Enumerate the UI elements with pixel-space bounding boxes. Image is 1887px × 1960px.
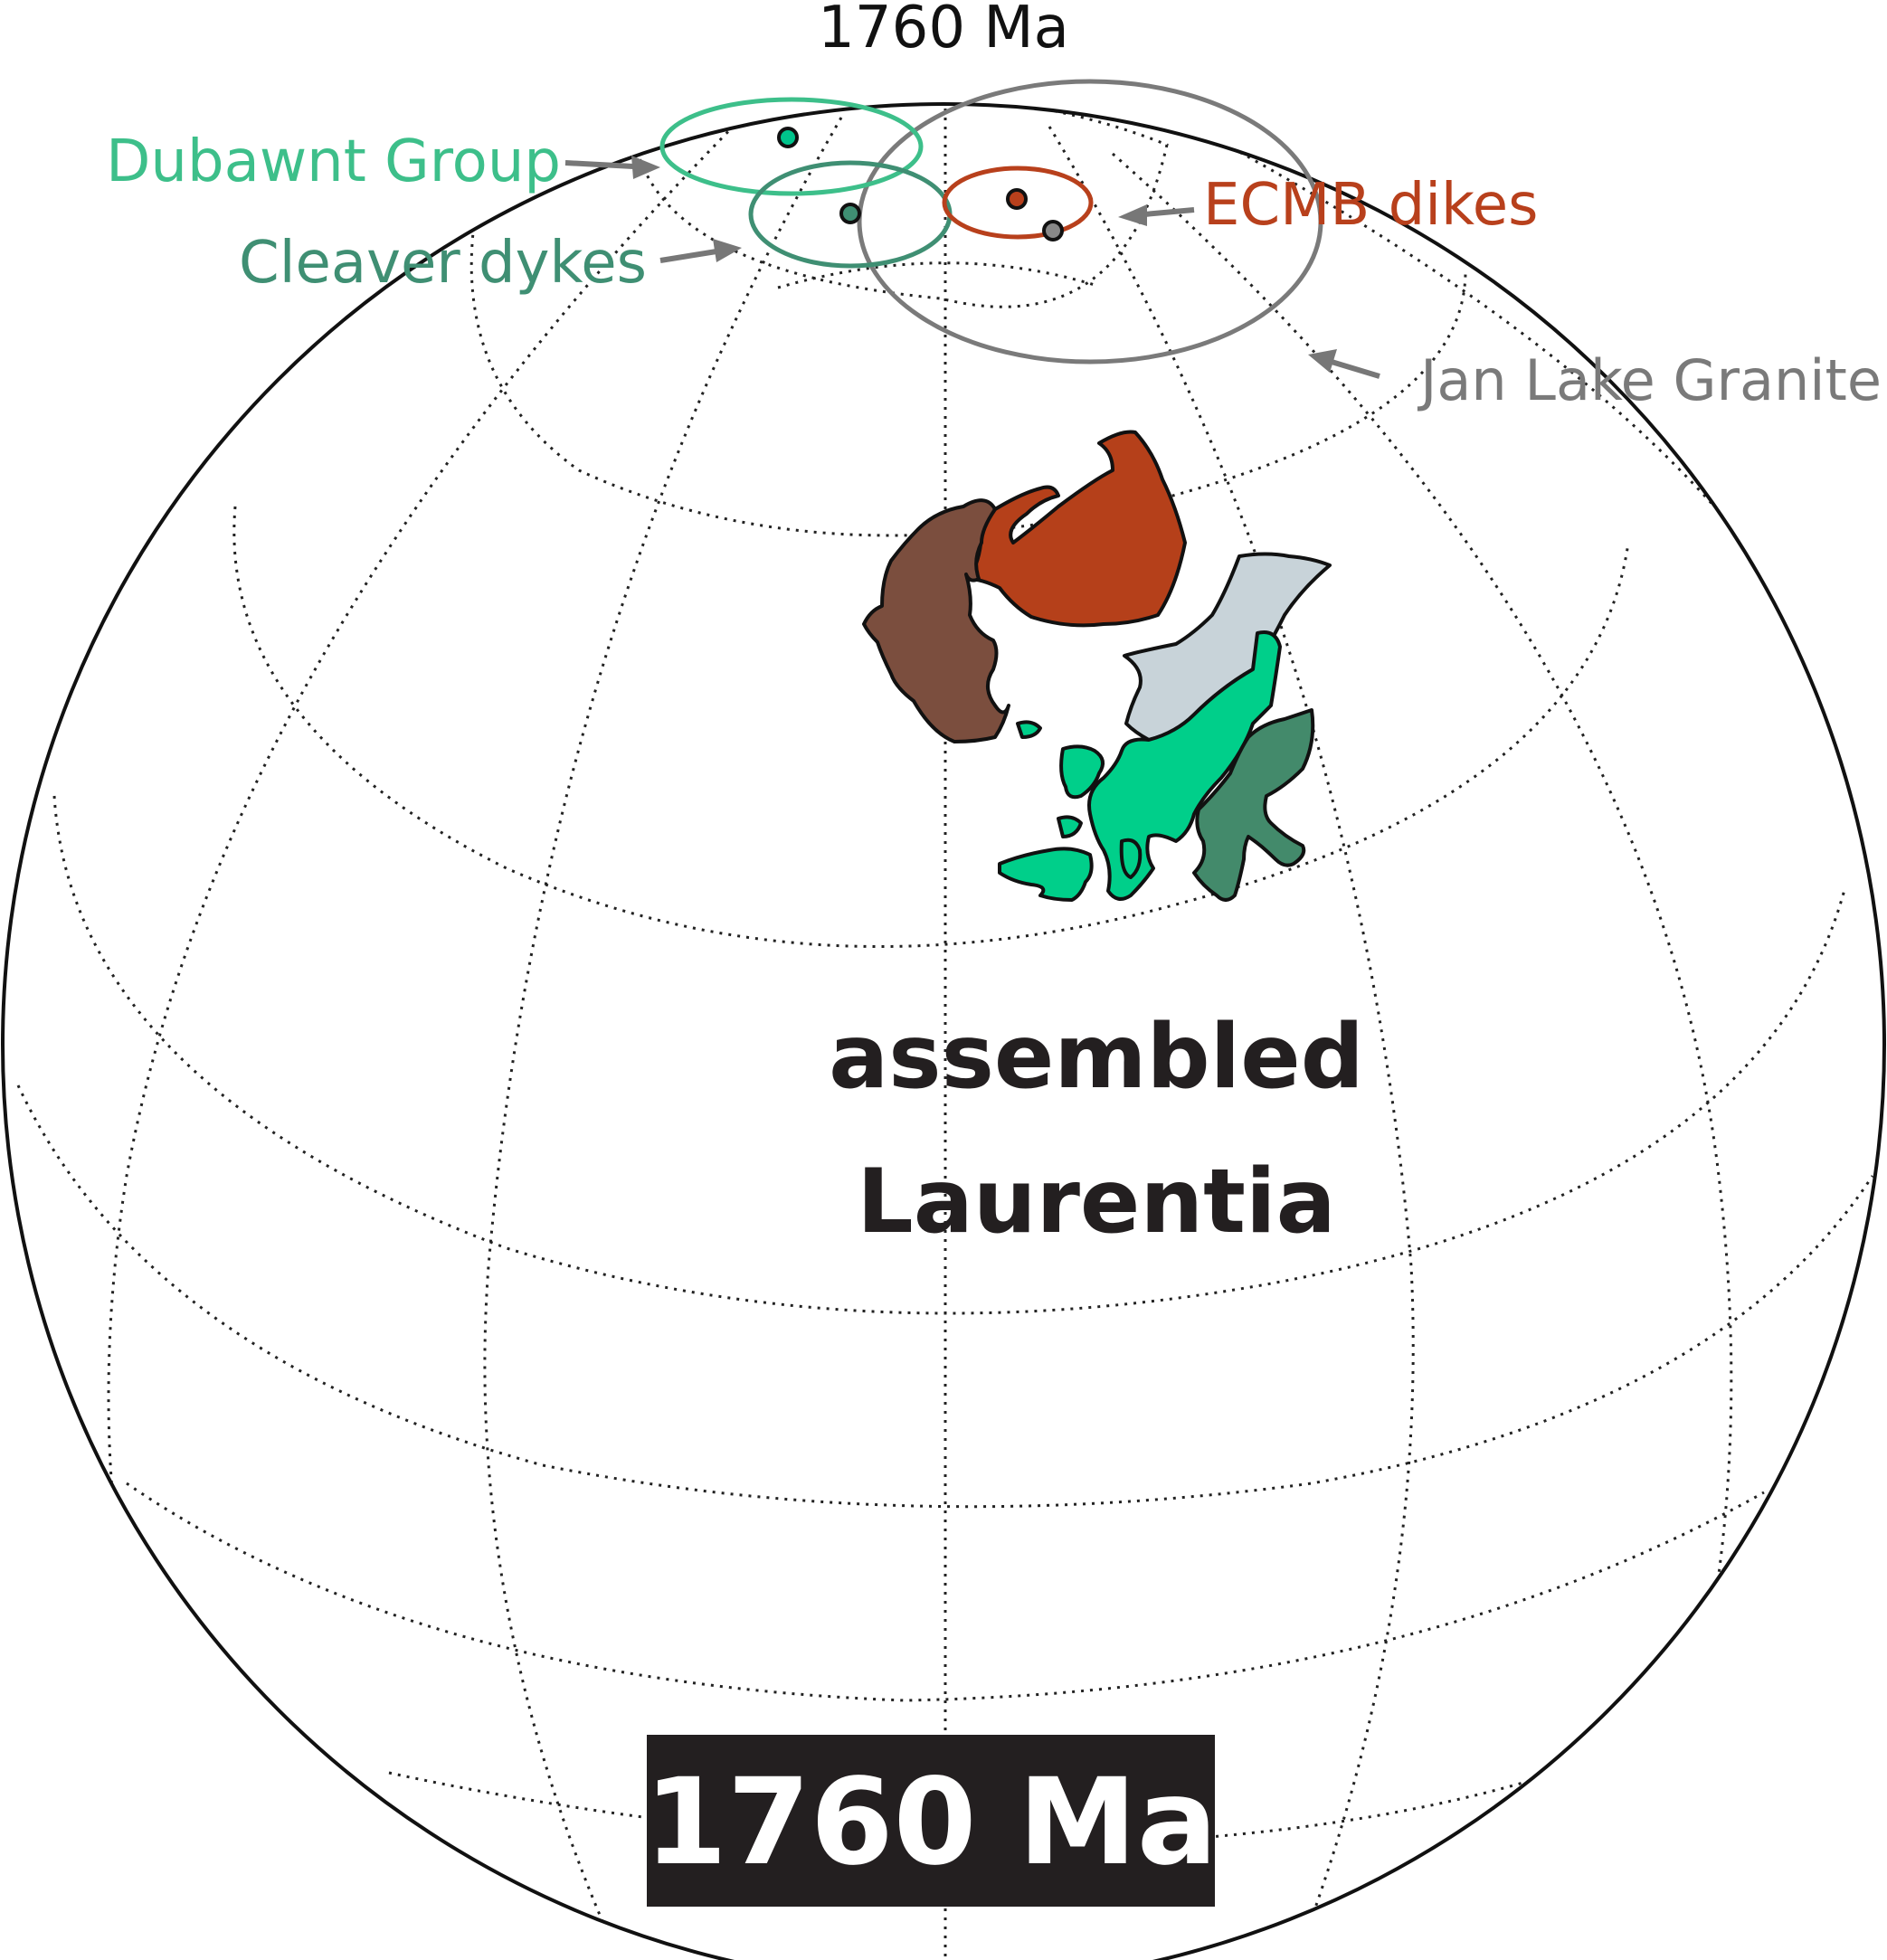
graticule-ring — [126, 1482, 1765, 1702]
island-craton — [1059, 744, 1105, 800]
jan-lake-granite-ellipse — [857, 79, 1323, 365]
dark-green-craton — [1192, 708, 1315, 902]
graticule-ring — [388, 1771, 1557, 1847]
graticule-ring — [631, 104, 1169, 308]
cleaver-dykes-label: Cleaver dykes — [239, 230, 647, 297]
jan-arrowhead — [1308, 349, 1337, 373]
graticule-meridian — [1112, 152, 1733, 1960]
age-badge — [647, 1735, 1215, 1907]
laurentia-cratons — [862, 430, 1332, 902]
ecmb-dikes-ellipse — [942, 166, 1094, 240]
dubawnt-group-pole — [777, 127, 799, 148]
ecmb-arrowhead — [1118, 204, 1147, 226]
jan-lake-granite-label: Jan Lake Granite — [1417, 347, 1882, 413]
dubawnt-group-label: Dubawnt Group — [106, 128, 561, 195]
graticule-meridian — [1175, 116, 1883, 815]
graticule-meridian — [3, 107, 697, 724]
region-label-line1: assembled — [829, 1006, 1364, 1109]
ecmb-arrow — [1143, 207, 1195, 217]
rust-craton — [966, 430, 1187, 628]
bright-green-craton — [1087, 630, 1282, 901]
graticule-ring — [52, 795, 1847, 1315]
top-age-label: 1760 Ma — [818, 0, 1069, 62]
island-craton — [1057, 815, 1083, 838]
ecmb-dikes-pole — [1006, 188, 1028, 210]
graticule-meridian — [483, 117, 843, 1960]
graticule-meridian — [107, 104, 762, 1960]
dubawnt-arrowhead — [631, 156, 660, 179]
island-craton — [1119, 838, 1143, 879]
jan-arrow — [1331, 359, 1380, 379]
graticule-ring — [777, 261, 1095, 289]
brown-craton — [862, 498, 1010, 743]
cleaver-arrow — [659, 249, 717, 263]
graticule-ring — [469, 216, 1467, 537]
graticule-ring — [232, 506, 1630, 949]
age-badge-label: 1760 Ma — [644, 1753, 1218, 1892]
jan-lake-granite-pole — [1042, 220, 1064, 241]
region-label-line2: Laurentia — [857, 1150, 1335, 1254]
ecmb-dikes-label: ECMB dikes — [1203, 172, 1539, 239]
island-craton — [998, 847, 1094, 902]
globe-outline — [1, 102, 1886, 1960]
label-arrows — [564, 156, 1380, 379]
graticule-meridian — [1048, 126, 1415, 1960]
dubawnt-group-ellipse — [659, 97, 924, 196]
dubawnt-arrow — [564, 160, 634, 169]
island-craton — [1016, 720, 1042, 739]
cleaver-arrowhead — [713, 239, 742, 262]
cleaver-dykes-pole — [839, 203, 861, 224]
